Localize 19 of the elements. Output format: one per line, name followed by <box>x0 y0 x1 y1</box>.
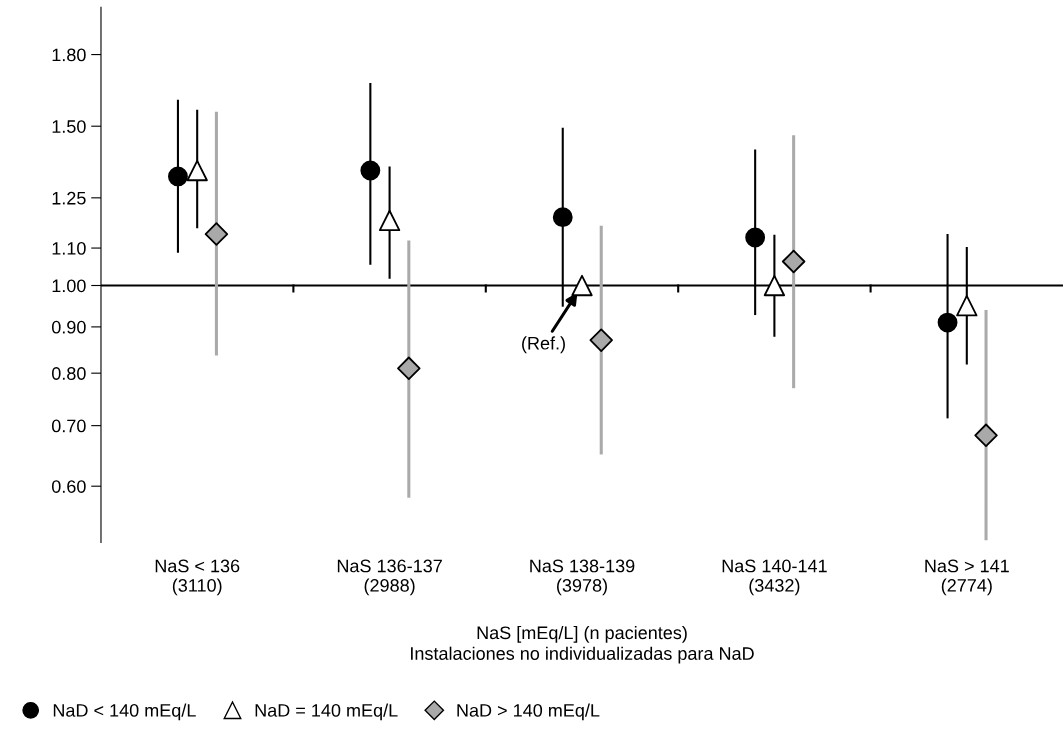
y-tick-label: 0.90 <box>51 320 86 334</box>
x-tick-label: NaS 136-137 (2988) <box>337 559 442 596</box>
y-tick-label: 0.60 <box>51 480 86 493</box>
annotation: (Ref.) <box>522 336 565 354</box>
y-tick-label: 0.80 <box>51 367 86 380</box>
x-tick-label: NaS > 141 (2774) <box>925 559 1009 596</box>
y-tick-label: 0.70 <box>51 419 86 433</box>
y-tick-label: 1.25 <box>52 191 86 205</box>
x-axis-title: NaS [mEq/L] (n pacientes) Instalaciones no individualizadas para NaD <box>411 625 754 664</box>
x-tick-label: NaS 138-139 (3978) <box>530 559 635 596</box>
y-tick-label: 1.00 <box>52 279 86 293</box>
y-tick-label: 1.10 <box>52 241 86 255</box>
y-tick-label: 1.80 <box>52 48 86 62</box>
x-tick-label: NaS 140-141 (3432) <box>722 559 827 596</box>
y-tick-label: 1.50 <box>52 120 86 133</box>
legend-label: NaD > 140 mEq/L <box>457 703 600 721</box>
legend-label: NaD = 140 mEq/L <box>255 703 398 721</box>
x-tick-label: NaS < 136 (3110) <box>155 559 240 596</box>
legend-label: NaD < 140 mEq/L <box>53 703 196 721</box>
